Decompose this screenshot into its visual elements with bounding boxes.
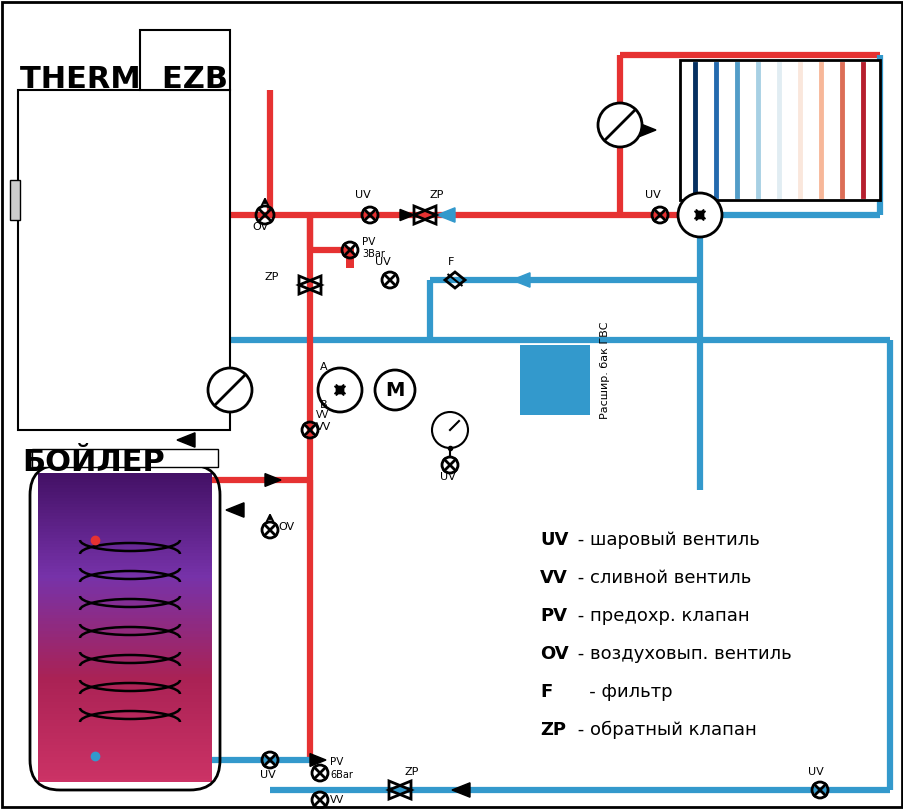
Bar (346, 248, 354, 268)
Text: PV: PV (330, 757, 343, 767)
Polygon shape (452, 783, 470, 797)
Text: - фильтр: - фильтр (572, 683, 672, 701)
Polygon shape (334, 387, 345, 391)
Text: - сливной вентиль: - сливной вентиль (572, 569, 750, 587)
Bar (10, 180, 20, 220)
Polygon shape (436, 208, 454, 222)
Polygon shape (694, 211, 704, 216)
Polygon shape (639, 124, 656, 137)
Text: ZP: ZP (539, 721, 565, 739)
Text: VV: VV (316, 410, 329, 420)
Bar (679, 60, 879, 200)
Text: ZP: ZP (405, 767, 419, 777)
Text: F: F (448, 257, 454, 267)
Polygon shape (695, 210, 701, 221)
Text: Расшир. бак ГВС: Расшир. бак ГВС (600, 321, 610, 419)
Bar (32, 449, 218, 467)
Polygon shape (334, 389, 345, 394)
Circle shape (432, 412, 468, 448)
Circle shape (598, 103, 641, 147)
Text: UV: UV (807, 767, 823, 777)
Polygon shape (694, 214, 704, 218)
Text: БОЙЛЕР: БОЙЛЕР (22, 448, 164, 477)
Polygon shape (698, 210, 703, 221)
Text: UV: UV (539, 531, 568, 549)
Bar (32, 449, 218, 467)
Polygon shape (226, 503, 244, 517)
Text: 3Bar: 3Bar (361, 249, 385, 259)
Text: A: A (320, 362, 327, 372)
Text: - воздуховып. вентиль: - воздуховып. вентиль (572, 645, 791, 663)
Text: UV: UV (644, 190, 660, 200)
Polygon shape (511, 273, 529, 287)
Polygon shape (336, 384, 340, 396)
Text: - обратный клапан: - обратный клапан (572, 721, 756, 739)
Text: OV: OV (278, 522, 293, 532)
Text: OV: OV (539, 645, 568, 663)
Polygon shape (265, 473, 281, 486)
Text: UV: UV (375, 257, 390, 267)
Text: OV: OV (252, 222, 268, 232)
Text: VV: VV (539, 569, 567, 587)
Circle shape (318, 368, 361, 412)
Text: - шаровый вентиль: - шаровый вентиль (572, 531, 759, 549)
Text: UV: UV (260, 770, 275, 780)
Text: B: B (320, 400, 327, 410)
Bar (519, 345, 590, 415)
Text: UV: UV (440, 472, 455, 482)
Polygon shape (339, 384, 343, 396)
Text: THERM  EZB: THERM EZB (20, 65, 228, 94)
Text: - предохр. клапан: - предохр. клапан (572, 607, 749, 625)
Text: F: F (539, 683, 552, 701)
Circle shape (208, 368, 252, 412)
Text: PV: PV (539, 607, 566, 625)
Polygon shape (177, 433, 195, 447)
Text: UV: UV (355, 190, 370, 200)
Text: M: M (385, 380, 405, 400)
Circle shape (375, 370, 414, 410)
Bar (140, 30, 229, 90)
Text: VV: VV (316, 422, 330, 432)
Text: 6Bar: 6Bar (330, 770, 352, 780)
Polygon shape (399, 210, 414, 221)
Text: ZP: ZP (430, 190, 444, 200)
Text: ZP: ZP (265, 272, 279, 282)
Text: VV: VV (330, 795, 344, 805)
Circle shape (677, 193, 721, 237)
Bar (18, 90, 229, 430)
Polygon shape (310, 754, 326, 766)
Text: PV: PV (361, 237, 375, 247)
